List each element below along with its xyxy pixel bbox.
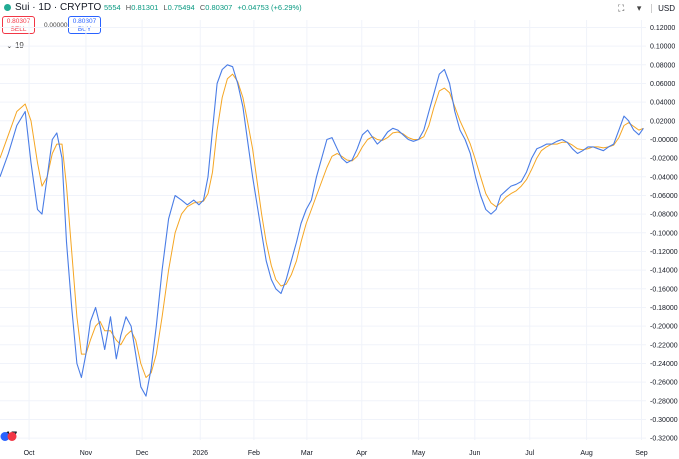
x-tick-label: Dec <box>136 450 149 457</box>
sell-label: SELL <box>10 26 27 33</box>
ohlc-high-label: H <box>125 3 132 12</box>
y-tick-label: -0.14000 <box>650 268 678 275</box>
sell-button[interactable]: 0.80307 SELL <box>2 16 35 34</box>
x-tick-label: Aug <box>580 450 593 457</box>
buy-label: BUY <box>77 26 92 33</box>
chart-header: Sui · 1D · CRYPTO 5554 H0.81301 L0.75494… <box>0 0 679 18</box>
ohlc-open: 5554 <box>104 3 121 12</box>
y-tick-label: -0.30000 <box>650 417 678 424</box>
y-tick-label: -0.32000 <box>650 436 678 443</box>
y-tick-label: -0.04000 <box>650 174 678 181</box>
series-lines <box>0 64 644 397</box>
x-tick-label: Mar <box>301 450 314 457</box>
y-tick-label: -0.06000 <box>650 193 678 200</box>
ohlc-high: 0.81301 <box>131 3 159 12</box>
y-tick-label: 0.10000 <box>650 44 675 51</box>
series-line-fast <box>0 64 644 397</box>
x-tick-label: 2026 <box>192 450 208 457</box>
chevron-down-icon[interactable]: ⌄ <box>6 41 13 50</box>
fullscreen-icon[interactable]: ⛶ <box>617 2 625 13</box>
sell-price: 0.80307 <box>6 18 31 25</box>
ohlc-readout: 5554 H0.81301 L0.75494 C0.80307 +0.04753… <box>104 3 305 12</box>
y-tick-label: -0.00000 <box>650 137 678 144</box>
ohlc-change: +0.04753 (+6.29%) <box>237 3 302 12</box>
market-status-icon <box>4 4 11 11</box>
ohlc-low: 0.75494 <box>167 3 195 12</box>
y-axis: 0.12000 0.10000 0.08000 0.06000 0.04000 0.020… <box>650 25 678 443</box>
y-tick-label: -0.10000 <box>650 230 678 237</box>
symbol-label: Sui · 1D · CRYPTO <box>15 2 102 13</box>
symbol-title[interactable]: Sui · 1D · CRYPTO <box>4 2 101 13</box>
indicator-legend[interactable]: ⌄ 19 <box>6 41 24 50</box>
ohlc-close: 0.80307 <box>205 3 233 12</box>
x-tick-label: Oct <box>24 450 35 457</box>
y-tick-label: -0.12000 <box>650 249 678 256</box>
y-tick-label: 0.02000 <box>650 118 675 125</box>
y-tick-label: -0.22000 <box>650 342 678 349</box>
y-tick-label: -0.20000 <box>650 324 678 331</box>
x-tick-label: Nov <box>80 450 93 457</box>
y-tick-label: -0.28000 <box>650 398 678 405</box>
y-tick-label: -0.02000 <box>650 156 678 163</box>
y-tick-label: -0.18000 <box>650 305 678 312</box>
y-tick-label: -0.16000 <box>650 286 678 293</box>
x-axis: Oct Nov Dec 2026 Feb Mar Apr May Jun Jul Aug Sep <box>24 450 648 457</box>
currency-selector[interactable]: USD <box>651 3 675 13</box>
x-tick-label: Apr <box>356 450 368 457</box>
x-tick-label: Feb <box>248 450 260 457</box>
buy-price: 0.80307 <box>72 18 97 25</box>
y-tick-label: -0.26000 <box>650 380 678 387</box>
y-tick-label: 0.04000 <box>650 100 675 107</box>
x-tick-label: May <box>412 450 426 457</box>
y-tick-label: -0.24000 <box>650 361 678 368</box>
grid-lines <box>0 20 646 440</box>
settings-badge-icon[interactable] <box>0 431 18 442</box>
ohlc-close-label: C <box>199 3 206 12</box>
x-tick-label: Jul <box>525 450 534 457</box>
top-right-controls: ⛶ ▾ USD <box>615 2 675 14</box>
y-tick-label: 0.06000 <box>650 81 675 88</box>
spread-value: 0.00000 <box>44 22 68 29</box>
x-tick-label: Jun <box>469 450 480 457</box>
indicator-value: 19 <box>14 41 24 50</box>
x-tick-label: Sep <box>635 450 648 457</box>
buy-button[interactable]: 0.80307 BUY <box>68 16 101 34</box>
lock-price-icon[interactable]: ▾ <box>636 2 642 13</box>
ohlc-low-label: L <box>163 3 168 12</box>
series-line-slow <box>0 73 644 378</box>
y-tick-label: -0.08000 <box>650 212 678 219</box>
y-tick-label: 0.08000 <box>650 62 675 69</box>
y-tick-label: 0.12000 <box>650 25 675 32</box>
